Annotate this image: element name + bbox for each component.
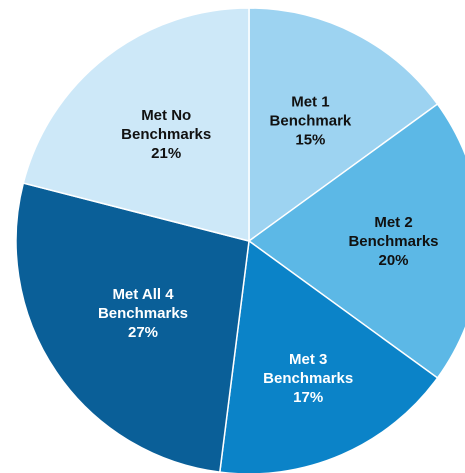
pie-slice-label-2: Met 2 Benchmarks 20% bbox=[348, 214, 438, 269]
slice-percent: 21% bbox=[151, 145, 181, 162]
slice-percent: 27% bbox=[128, 324, 158, 341]
pie-slice-2 bbox=[247, 103, 465, 379]
pie-slice-3 bbox=[218, 239, 439, 473]
slice-label-line: Met 1 bbox=[291, 94, 329, 111]
pie-slice-5 bbox=[22, 7, 250, 242]
pie-slice-4 bbox=[15, 182, 250, 473]
slice-label-line: Benchmarks bbox=[348, 233, 438, 250]
pie-slice-label-3: Met 3 Benchmarks 17% bbox=[263, 351, 353, 406]
slice-percent: 15% bbox=[295, 132, 325, 149]
slice-label-line: Met 2 bbox=[374, 214, 412, 231]
slice-label-line: Met 3 bbox=[289, 351, 327, 368]
pie-slice-1 bbox=[248, 7, 439, 243]
slice-label-line: Met All 4 bbox=[112, 286, 174, 303]
pie-slice-label-1: Met 1 Benchmark 15% bbox=[270, 94, 352, 149]
slice-label-line: Benchmarks bbox=[121, 126, 211, 143]
slice-label-line: Benchmark bbox=[270, 113, 352, 130]
pie-labels: Met 1 Benchmark 15% Met 2 Benchmarks 20% Met 3… bbox=[98, 94, 439, 406]
pie-slice-label-4: Met All 4 Benchmarks 27% bbox=[98, 286, 188, 341]
slice-percent: 17% bbox=[293, 389, 323, 406]
slice-percent: 20% bbox=[378, 252, 408, 269]
pie-slices bbox=[15, 7, 465, 473]
slice-label-line: Met No bbox=[141, 107, 191, 124]
slice-label-line: Benchmarks bbox=[263, 370, 353, 387]
slice-label-line: Benchmarks bbox=[98, 305, 188, 322]
pie-slice-label-5: Met No Benchmarks 21% bbox=[121, 107, 211, 162]
